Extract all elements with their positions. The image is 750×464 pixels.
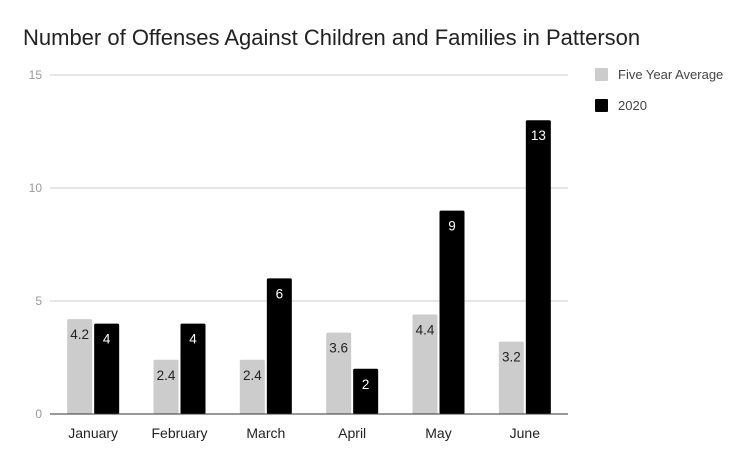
y-tick-label: 0	[35, 407, 42, 421]
bar-five-year-average-february	[153, 359, 179, 414]
bars	[67, 120, 551, 414]
category-label: February	[151, 425, 207, 441]
bar-five-year-average-march	[239, 359, 265, 414]
data-label: 2.4	[243, 368, 262, 383]
data-label: 9	[448, 219, 456, 234]
bar-s2020-may	[439, 210, 465, 414]
data-labels: 4.2 4 2.4 4 2.4 6 3.6 2 4.4 9 3.2 13	[70, 128, 546, 392]
category-label: March	[246, 425, 285, 441]
data-label: 2.4	[157, 368, 176, 383]
category-label: January	[68, 425, 118, 441]
y-tick-label: 15	[29, 68, 43, 82]
bar-five-year-average-january	[67, 319, 93, 414]
bar-five-year-average-april	[326, 332, 352, 414]
data-label: 4	[189, 332, 197, 347]
data-label: 2	[362, 377, 370, 392]
category-label: May	[425, 425, 451, 441]
y-axis-ticks: 0 5 10 15	[29, 68, 43, 421]
bar-five-year-average-may	[412, 314, 438, 414]
y-tick-label: 10	[29, 181, 43, 195]
bar-s2020-march	[266, 278, 292, 414]
legend-swatch-0	[595, 68, 608, 81]
legend: Five Year Average 2020	[595, 67, 723, 113]
chart-title: Number of Offenses Against Children and …	[23, 25, 640, 50]
y-tick-label: 5	[35, 294, 42, 308]
gridlines	[50, 74, 568, 302]
data-label: 6	[276, 286, 284, 301]
legend-label: 2020	[618, 98, 647, 113]
bar-five-year-average-june	[498, 341, 524, 414]
category-label: April	[338, 425, 366, 441]
bar-s2020-february	[180, 323, 206, 414]
bar-s2020-january	[94, 323, 120, 414]
x-axis-categories: January February March April May June	[68, 425, 540, 441]
data-label: 4	[103, 332, 111, 347]
bar-s2020-june	[525, 120, 551, 414]
data-label: 4.4	[416, 323, 435, 338]
category-label: June	[510, 425, 541, 441]
legend-label: Five Year Average	[618, 67, 723, 82]
bar-s2020-april	[353, 368, 379, 414]
data-label: 3.2	[502, 350, 521, 365]
legend-swatch-1	[595, 99, 608, 112]
data-label: 3.6	[329, 341, 348, 356]
data-label: 13	[531, 128, 546, 143]
data-label: 4.2	[70, 327, 89, 342]
